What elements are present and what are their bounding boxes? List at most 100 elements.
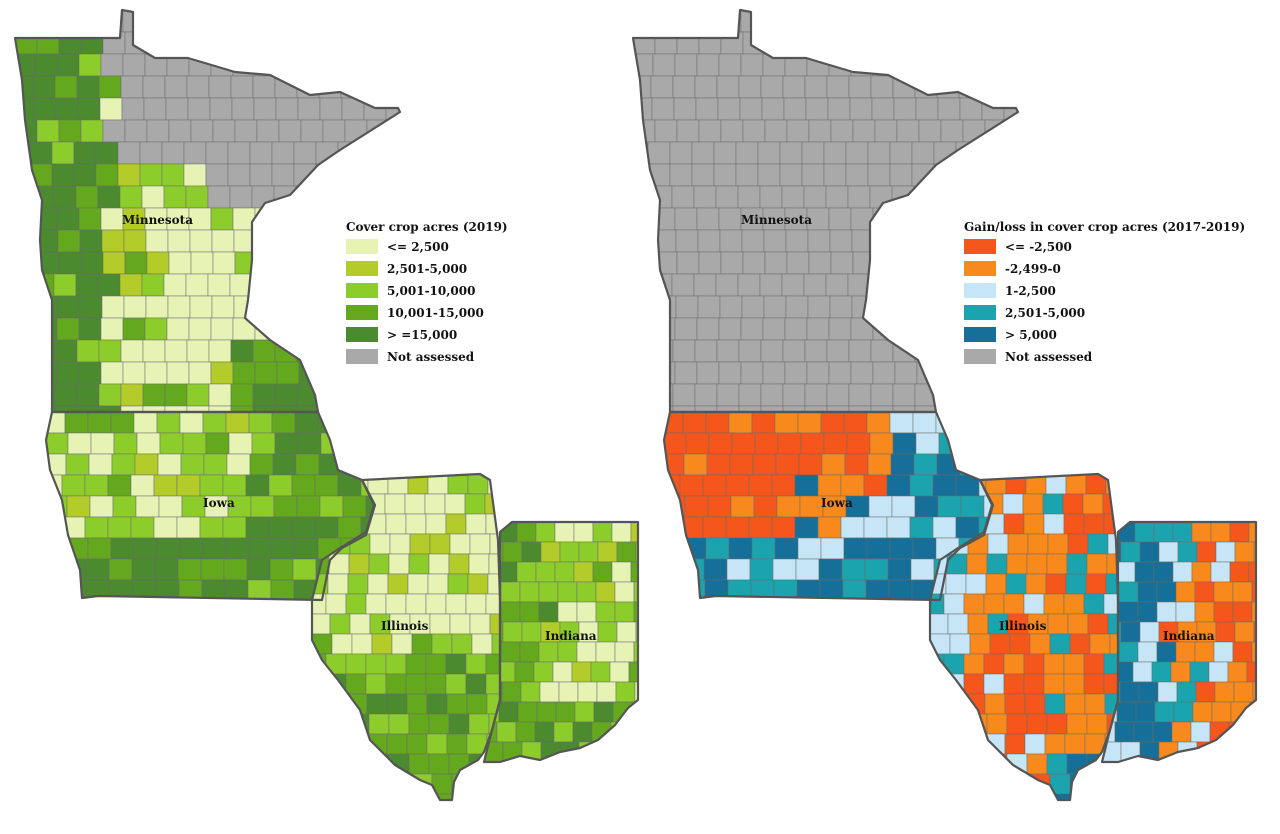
county-cell — [250, 495, 275, 518]
county-cell — [932, 474, 957, 497]
county-cell — [680, 558, 705, 581]
county-cell — [693, 185, 717, 209]
county-cell — [359, 163, 383, 187]
county-cell — [652, 10, 676, 33]
county-cell — [1172, 561, 1193, 583]
county-cell — [1022, 493, 1044, 515]
county-cell — [691, 141, 715, 165]
county-cell — [342, 361, 366, 385]
county-cell — [101, 295, 125, 319]
county-cell — [797, 537, 822, 560]
county-cell — [852, 251, 876, 275]
county-cell — [807, 295, 831, 319]
county-cell — [938, 10, 962, 33]
county-cell — [982, 53, 1006, 77]
county-cell — [1109, 633, 1118, 655]
county-cell — [298, 53, 322, 77]
county-cell — [630, 522, 638, 543]
county-cell — [982, 10, 1006, 33]
county-cell — [947, 613, 969, 635]
county-cell — [185, 185, 209, 209]
county-cell — [97, 273, 121, 297]
county-cell — [597, 621, 618, 643]
county-cell — [1176, 681, 1197, 703]
county-cell — [1046, 753, 1068, 775]
county-cell — [15, 163, 31, 187]
county-cell — [984, 432, 993, 455]
county-cell — [742, 251, 766, 275]
county-cell — [326, 693, 348, 715]
county-cell — [176, 516, 201, 539]
county-cell — [1042, 493, 1064, 515]
county-cell — [381, 141, 400, 165]
county-cell — [664, 412, 684, 434]
legend-swatch — [964, 349, 996, 364]
county-cell — [54, 339, 78, 363]
county-cell — [182, 432, 207, 455]
cover-crop-acres-map: Minnesota Iowa Illinois Indiana Cover cr… — [13, 8, 640, 802]
county-cell — [536, 701, 557, 723]
county-cell — [698, 251, 722, 275]
county-cell — [134, 453, 159, 476]
county-cell — [189, 295, 213, 319]
county-cell — [764, 251, 788, 275]
county-cell — [325, 593, 347, 615]
county-cell — [1233, 681, 1254, 703]
county-cell — [56, 53, 80, 77]
county-cell — [467, 573, 489, 595]
county-cell — [320, 317, 344, 341]
county-cell — [1004, 53, 1018, 77]
county-cell — [312, 773, 333, 795]
county-cell — [980, 405, 1004, 412]
county-cell — [501, 681, 522, 703]
county-cell — [386, 10, 400, 33]
county-cell — [255, 295, 279, 319]
county-cell — [807, 229, 831, 253]
county-cell — [1137, 641, 1158, 663]
county-cell — [959, 453, 984, 476]
state-label-minnesota: Minnesota — [122, 213, 193, 227]
county-cell — [849, 97, 873, 121]
county-cell — [364, 10, 388, 33]
county-cell — [596, 681, 617, 703]
county-cell — [202, 412, 227, 434]
county-cell — [208, 405, 232, 412]
county-cell — [761, 97, 785, 121]
county-cell — [136, 432, 161, 455]
county-cell — [1002, 75, 1018, 99]
county-cell — [578, 541, 599, 563]
county-cell — [371, 633, 393, 655]
county-cell — [719, 295, 743, 319]
county-cell — [364, 53, 388, 77]
county-cell — [828, 361, 852, 385]
county-cell — [830, 251, 854, 275]
county-cell — [848, 405, 872, 412]
county-cell — [826, 405, 850, 412]
county-cell — [15, 185, 33, 209]
county-cell — [468, 713, 490, 735]
legend-label: 2,501-5,000 — [387, 262, 467, 276]
county-cell — [388, 119, 400, 143]
county-cell — [84, 474, 109, 497]
county-cell — [989, 773, 1011, 795]
state-label-illinois: Illinois — [999, 619, 1047, 633]
county-cell — [771, 516, 796, 539]
county-cell — [255, 229, 279, 253]
county-cell — [1154, 701, 1175, 723]
county-cell — [427, 573, 449, 595]
county-cell — [98, 339, 122, 363]
county-cell — [329, 613, 351, 635]
county-cell — [863, 516, 888, 539]
county-cell — [958, 383, 982, 407]
county-cell — [830, 31, 854, 55]
county-cell — [468, 553, 490, 575]
county-cell — [726, 558, 751, 581]
county-cell — [1044, 733, 1066, 755]
county-cell — [1009, 773, 1031, 795]
county-cell — [930, 753, 948, 775]
county-cell — [489, 613, 500, 635]
county-cell — [1137, 601, 1158, 623]
county-cell — [633, 207, 654, 231]
county-cell — [1024, 693, 1046, 715]
county-cell — [633, 141, 649, 165]
